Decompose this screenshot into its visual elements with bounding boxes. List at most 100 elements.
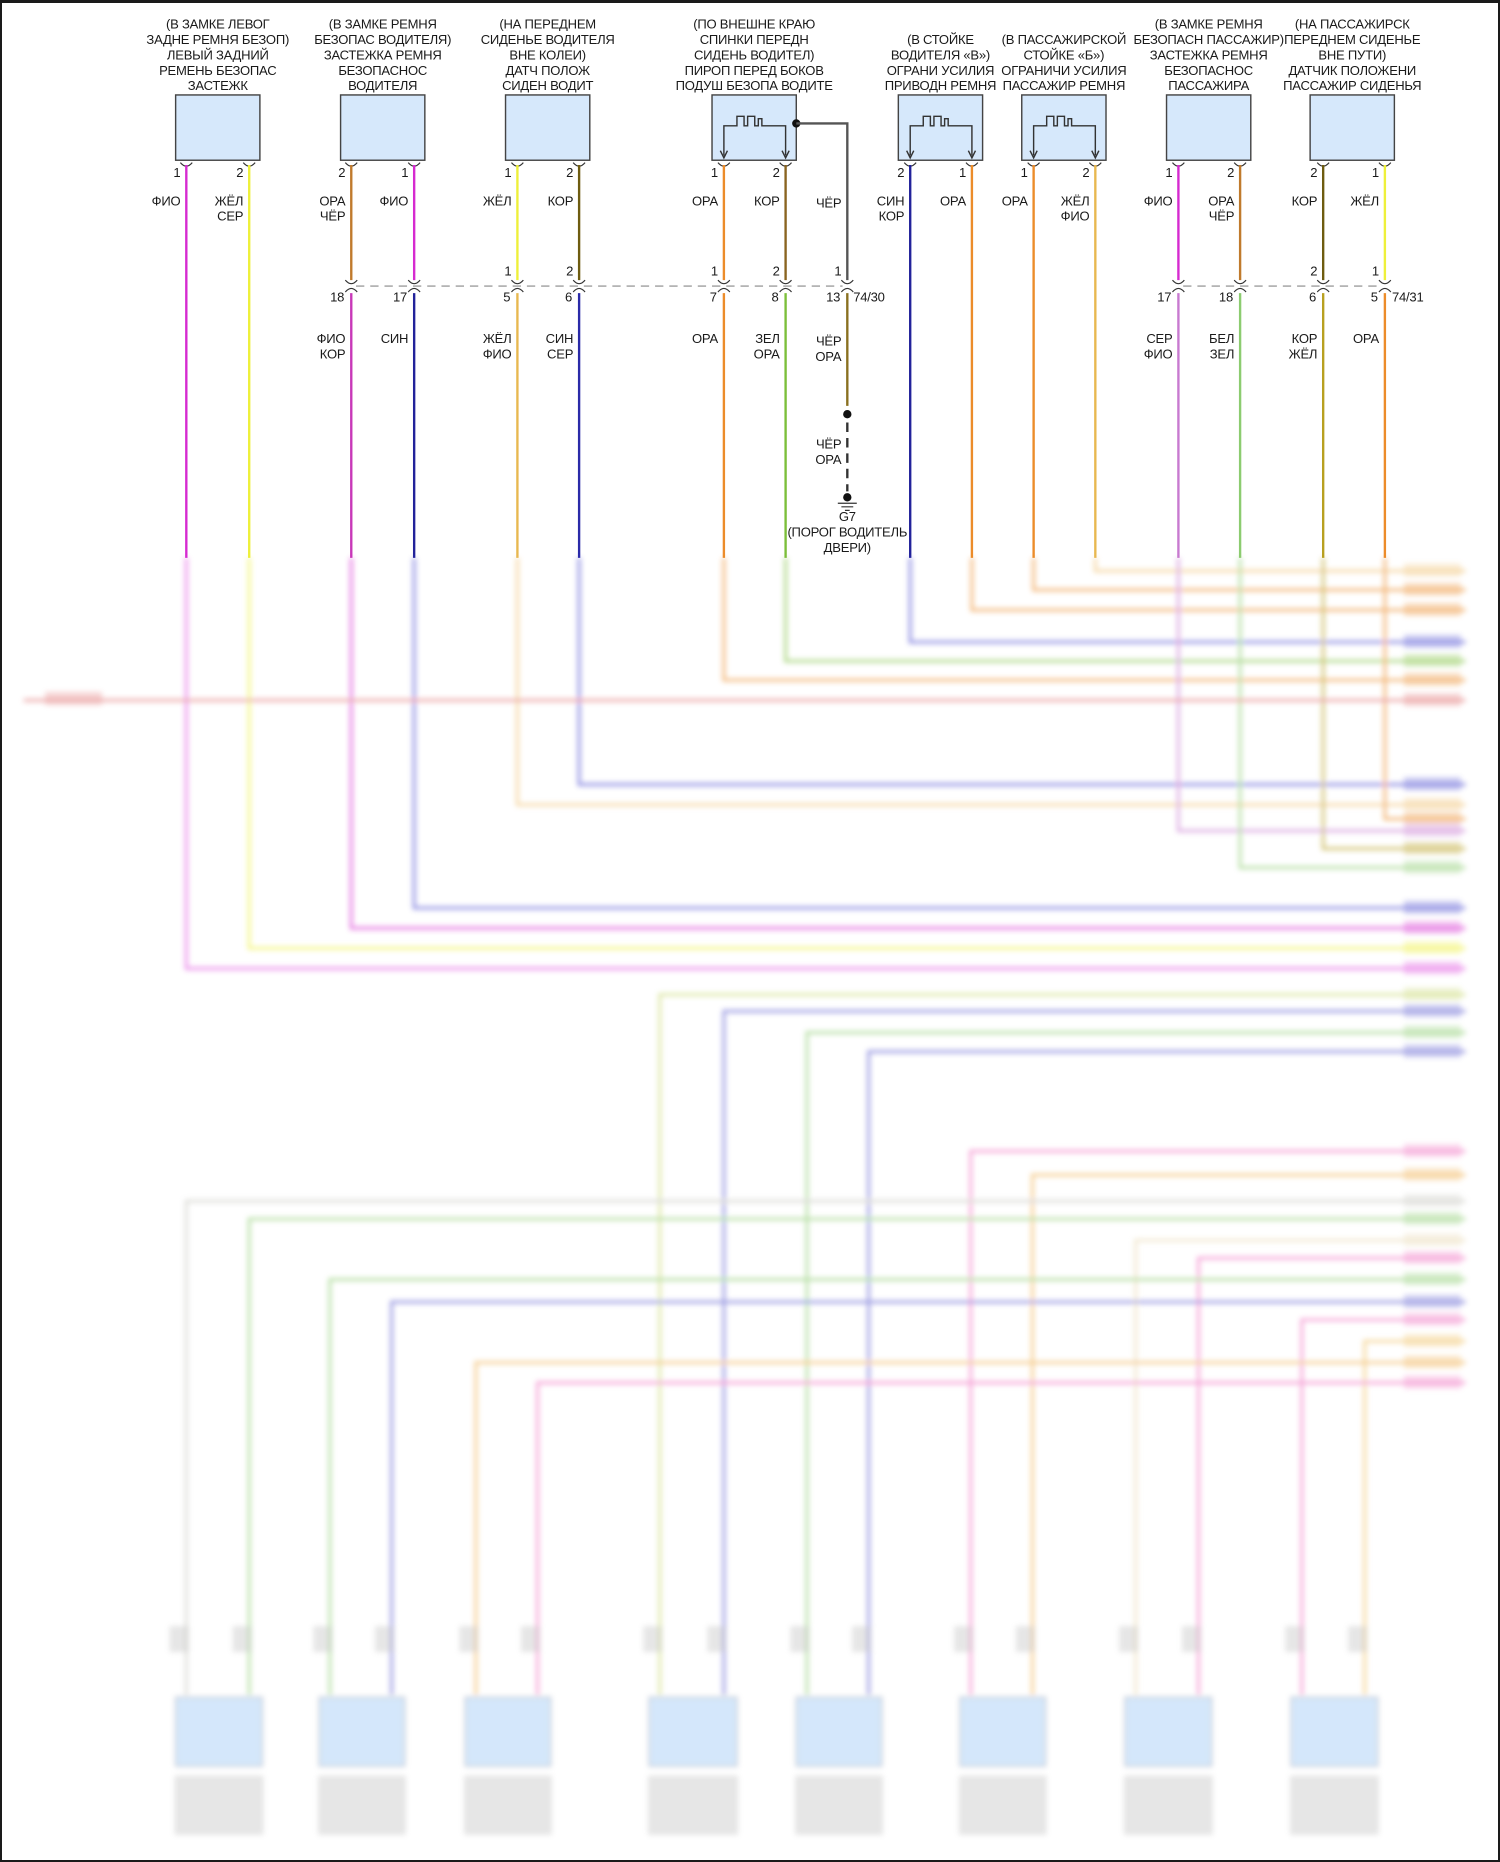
wire [796,122,849,281]
pin-number: 2 [236,165,243,180]
wire-label-obscured [1403,672,1461,687]
wire [184,557,1466,970]
wire-label-obscured [1403,1334,1461,1348]
wire-label-obscured [1403,1167,1461,1181]
pin-number: 1 [504,165,511,180]
wire-color-label: ОРА [754,346,781,361]
component-label: ПАССАЖИР РЕМНЯ [1003,78,1126,93]
component-box [339,94,426,161]
component-box [648,1696,738,1767]
component-label-obscured [318,1775,406,1835]
wire-color-label: ФИО [152,193,181,208]
wire [390,1300,1466,1695]
wire-label-obscured [1403,1044,1461,1058]
component-label: ВОДИТЕЛЯ «В») [891,47,990,62]
component-label: ЗАСТЕЖКА РЕМНЯ [324,47,442,62]
component-label: (В ЗАМКЕ РЕМНЯ [329,16,437,31]
wire-color-label: КОР [879,209,905,224]
wire-label-obscured [1403,1355,1461,1369]
connector-pin-number: 6 [565,289,572,304]
pin-number: 1 [959,165,966,180]
wire [805,1031,1466,1695]
connector-pin-number: 17 [1157,289,1171,304]
wire-label-obscured [1403,823,1461,837]
component-label: ДАТЧ ПОЛОЖ [506,63,590,78]
squib-icon [1032,115,1097,156]
component-box [174,94,261,161]
component-label: БЕЗОПАСН ПАССАЖИР) [1133,32,1283,47]
wire [867,1050,1466,1695]
connector-pin-number: 18 [330,289,344,304]
wire-label-obscured [954,1626,974,1653]
connector-pin-number: 13 [826,289,840,304]
connector-pin-number: 17 [393,289,407,304]
connector-pin-number: 18 [1219,289,1233,304]
connector-pin-number: 1 [711,263,718,278]
wire-label-obscured [1403,921,1461,935]
wire [1363,1339,1466,1695]
pin-terminal-icon [572,287,586,293]
connector-name: 74/30 [853,289,884,304]
wire-label-obscured [232,1626,252,1653]
pin-terminal-icon [1233,287,1247,293]
component-label: (В ЗАМКЕ ЛЕВОГ [166,16,270,31]
pin-terminal-icon [511,279,524,285]
component-label: ОГРАНИ УСИЛИЯ [887,63,995,78]
wire-color-label: СЕР [217,209,244,224]
component-box [1021,94,1107,161]
component-label: ВНЕ ПУТИ) [1318,47,1386,62]
wire-color-label: ЖЁЛ [1061,193,1090,208]
component-label: СИДЕН ВОДИТ [502,78,593,93]
wire-label-obscured [1403,1250,1461,1265]
arrow-icon [1029,150,1100,160]
wire-color-label: ЧЁР [320,209,346,224]
pin-number: 2 [897,165,904,180]
wire-color-label: ЧЁР [1209,209,1235,224]
wire-color-label: ЗЕЛ [1210,346,1234,361]
wire-label-obscured [1403,582,1461,596]
connector-pin-number: 1 [1372,263,1379,278]
wire [1030,1173,1466,1695]
pin-terminal-icon [1378,287,1392,293]
connector-name: 74/31 [1392,289,1423,304]
ground-location: ДВЕРИ) [824,540,871,555]
wire-color-label: ОРА [692,193,719,208]
wire-color-label: ОРА [1002,193,1029,208]
component-label: (В СТОЙКЕ [907,32,974,47]
component-box [795,1696,883,1767]
wire [969,1149,1466,1695]
pin-number: 1 [401,165,408,180]
component-box [1165,94,1252,161]
wire-label-obscured [1403,987,1461,1001]
component-label: БЕЗОПАСНОС [1164,63,1253,78]
component-label: ВНЕ КОЛЕИ) [509,47,586,62]
ground-name: G7 [839,509,856,524]
component-box [464,1696,552,1767]
wire-label-obscured [1015,1626,1035,1653]
wire-color-label: ЖЁЛ [215,193,244,208]
wire-label-obscured [852,1626,872,1653]
component-label: ПАССАЖИР СИДЕНЬЯ [1283,78,1421,93]
wire-color-label: КОР [1292,331,1318,346]
component-label: ЗАДНЕ РЕМНЯ БЕЗОП) [146,32,289,47]
pin-terminal-icon [840,279,854,285]
wire-label-obscured [375,1626,394,1653]
component-box [711,94,797,161]
wire [412,557,1466,910]
pin-number: 1 [1165,165,1172,180]
pin-terminal-icon [717,279,731,285]
wire-label-obscured [1403,1294,1461,1308]
wire-label-obscured [1348,1626,1368,1653]
wire-color-label: ЧЁР [816,196,842,211]
wire-label-obscured [1403,860,1461,874]
wire-label-obscured [1403,777,1461,791]
component-label: ДАТЧИК ПОЛОЖЕНИ [1288,63,1416,78]
wire [515,557,1466,807]
wire [247,557,1466,950]
wire [658,993,1466,1695]
component-label: БЕЗОПАСНОС [338,63,427,78]
